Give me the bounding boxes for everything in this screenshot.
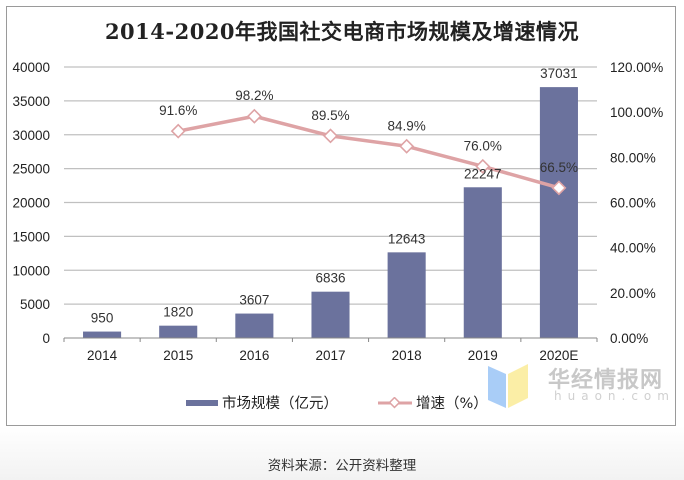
legend-line-swatch [378,396,412,409]
legend-item-market-size: 市场规模（亿元） [186,392,338,413]
y-left-tick-label: 10000 [12,263,50,278]
y-right-tick-label: 40.00% [610,241,656,256]
x-tick-label: 2014 [87,348,118,363]
x-tick-label: 2015 [163,348,193,363]
y-right-tick-label: 120.00% [610,60,663,75]
watermark-logo-icon [488,364,528,408]
y-left-tick-label: 40000 [12,60,50,75]
bar-market-size [463,187,502,338]
growth-point-marker [323,128,338,144]
bar-market-size [539,87,578,338]
line-data-label: 91.6% [159,103,197,118]
legend-item-growth: 增速（%） [378,392,488,413]
y-right-tick-label: 80.00% [610,150,656,165]
bar-data-label: 3607 [239,293,269,308]
bar-market-size [83,331,122,338]
bar-data-label: 950 [91,311,114,326]
y-left-tick-label: 35000 [12,94,50,109]
x-tick-label: 2018 [392,348,422,363]
line-data-label: 84.9% [388,118,426,133]
growth-point-marker [475,158,491,174]
growth-point-marker [399,138,415,154]
y-left-tick-label: 5000 [20,297,50,312]
x-tick-label: 2019 [468,348,498,363]
footer-band [0,426,684,480]
bar-data-label: 12643 [388,231,426,246]
legend-bar-swatch [186,399,218,406]
y-left-tick-label: 20000 [12,196,50,211]
line-data-label: 98.2% [235,88,273,103]
growth-point-marker [246,108,262,124]
chart-title: 2014-2020年我国社交电商市场规模及增速情况 [104,19,580,44]
bar-market-size [159,325,198,338]
y-right-tick-label: 20.00% [610,286,656,301]
y-right-tick-label: 100.00% [610,105,663,120]
legend-label-market-size: 市场规模（亿元） [222,396,338,412]
bar-market-size [311,291,350,338]
bar-data-label: 22247 [464,166,502,181]
y-right-tick-label: 0.00% [610,331,648,346]
line-data-label: 66.5% [540,160,578,175]
line-data-label: 76.0% [464,138,502,153]
y-right-tick-label: 60.00% [610,196,656,211]
bar-data-label: 6836 [315,271,345,286]
y-left-tick-label: 25000 [12,162,50,177]
x-tick-label: 2017 [315,348,345,363]
y-left-tick-label: 15000 [12,229,50,244]
bar-data-label: 37031 [540,66,578,81]
y-left-tick-label: 30000 [12,128,50,143]
bar-market-size [387,252,426,338]
bar-market-size [235,313,274,338]
growth-point-marker [551,180,567,196]
watermark: 华经情报网 huaon.com [488,362,669,412]
watermark-name: 华经情报网 [548,368,664,393]
chart-plot: 0 5000 10000 15000 20000 25000 30000 35000 40000… [12,60,663,363]
line-data-label: 89.5% [311,108,349,123]
source-note: 资料来源：公开资料整理 [267,458,417,474]
legend-label-growth: 增速（%） [416,396,488,412]
chart-legend: 市场规模（亿元） 增速（%） [186,392,528,413]
y-left-tick-label: 0 [42,331,50,346]
growth-point-marker [170,123,186,139]
bar-data-label: 1820 [163,305,193,320]
x-tick-label: 2016 [239,348,269,363]
x-tick-label: 2020E [539,348,578,363]
watermark-domain: huaon.com [554,389,675,403]
growth-line [177,114,560,190]
